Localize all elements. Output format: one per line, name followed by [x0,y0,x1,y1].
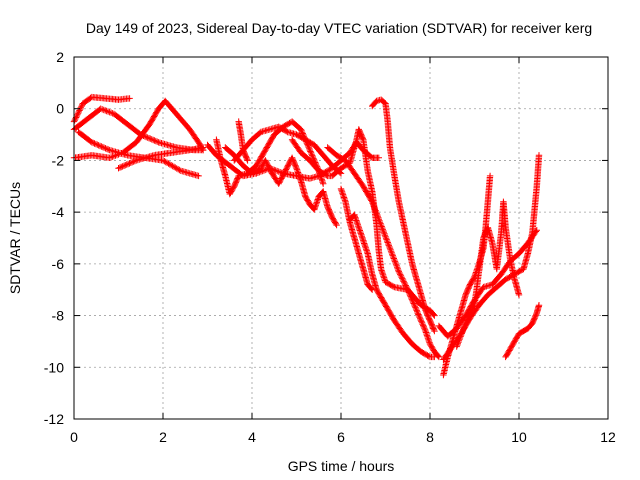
plus-markers [70,105,207,154]
grid [74,57,608,419]
x-tick-label: 4 [248,429,256,445]
y-tick-label: -10 [44,359,64,375]
plus-markers [435,227,540,340]
plus-markers [222,144,340,229]
plus-markers [70,97,207,161]
plus-markers [115,144,207,172]
y-axis-label: SDTVAR / TECUs [7,182,23,294]
chart-title: Day 149 of 2023, Sidereal Day-to-day VTE… [86,20,592,36]
x-axis-label: GPS time / hours [288,458,395,474]
x-tick-label: 12 [600,429,616,445]
plus-markers [369,96,438,335]
series-track-18 [435,227,540,340]
series-track-10 [235,118,251,164]
y-tick-label: -2 [52,152,65,168]
plus-markers [502,302,543,361]
y-tick-label: -4 [52,204,65,220]
plus-markers [440,172,494,379]
y-tick-label: -12 [44,411,64,427]
y-tick-label: -6 [52,256,65,272]
plus-markers [235,118,251,164]
series-track-3 [70,105,207,154]
series-track-19 [453,198,523,350]
series-track-5 [115,144,207,172]
y-tick-label: -8 [52,308,65,324]
y-tick-label: 2 [56,49,64,65]
axis-ticks: 0 2 4 6 8 10 12 -12 -10 -8 -6 -4 -2 0 2 [44,49,616,445]
series-track-15 [337,185,376,293]
series-track-16 [440,172,494,379]
y-tick-label: 0 [56,101,64,117]
plus-markers [324,144,443,361]
data-marks [70,93,543,379]
series-track-8 [222,144,340,229]
series-track-13 [324,144,443,361]
series-track-2 [70,97,207,161]
x-tick-label: 10 [511,429,527,445]
series-track-12 [369,96,438,335]
plus-markers [337,185,376,293]
plus-markers [453,198,523,350]
x-tick-label: 8 [426,429,434,445]
x-tick-label: 6 [337,429,345,445]
x-tick-label: 0 [70,429,78,445]
x-tick-label: 2 [159,429,167,445]
series-track-20 [502,302,543,361]
